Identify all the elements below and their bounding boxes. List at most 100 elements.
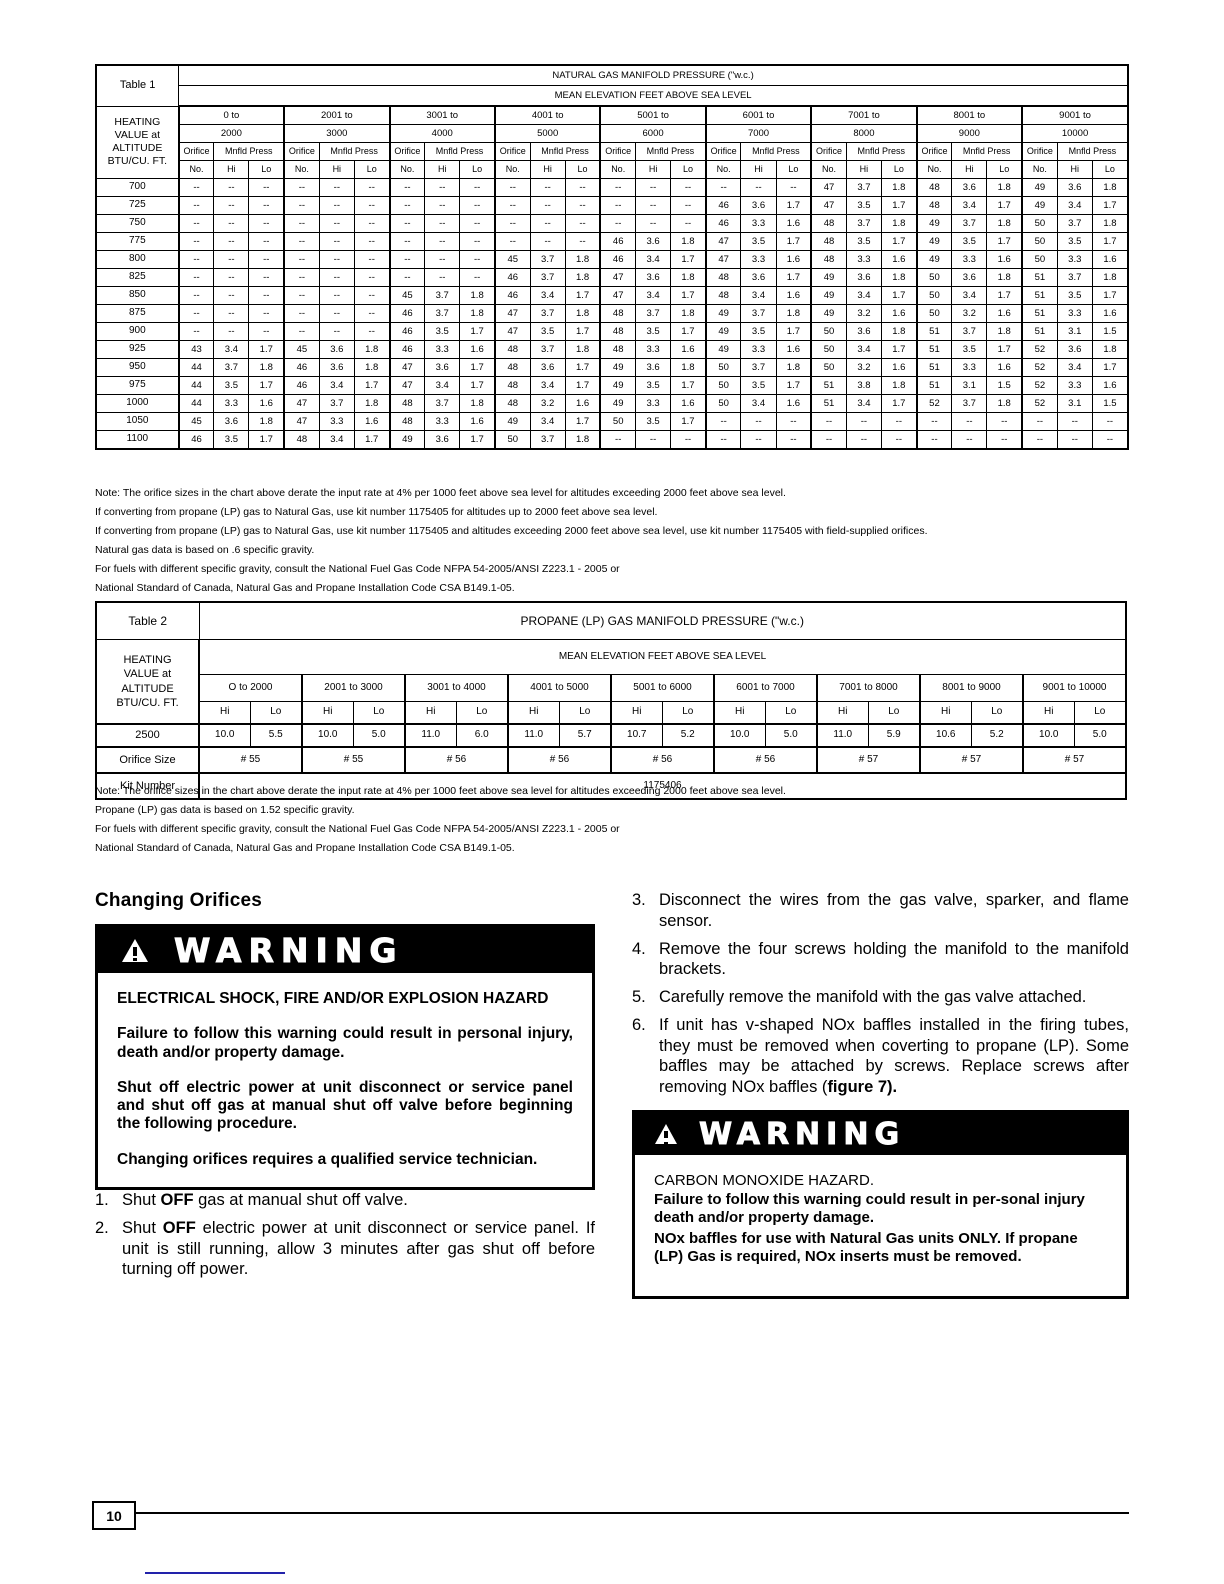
- cell-orifice-no: 47: [810, 196, 847, 215]
- orifice-header: Orifice: [1021, 142, 1058, 161]
- elevation-from: 2001 to: [283, 105, 391, 125]
- elevation-range: 8001 to 9000: [919, 674, 1024, 702]
- cell-lo: 1.8: [775, 358, 813, 377]
- cell-lo: 1.6: [775, 394, 813, 413]
- col-header-no: No.: [704, 160, 742, 179]
- cell-hi: --: [318, 250, 355, 269]
- elevation-to: 6000: [599, 124, 707, 143]
- elevation-from: 3001 to: [388, 105, 496, 125]
- cell-hi: --: [740, 430, 777, 450]
- cell-lo: 5.9: [867, 723, 921, 748]
- cell-hi: --: [213, 322, 250, 341]
- cell-orifice-no: 51: [915, 340, 953, 359]
- cell-orifice-no: 48: [283, 430, 320, 450]
- cell-orifice-no: 50: [1021, 214, 1058, 233]
- cell-orifice-no: --: [704, 412, 742, 431]
- elevation-to: 7000: [704, 124, 813, 143]
- cell-lo: 1.8: [353, 358, 391, 377]
- cell-lo: 1.6: [459, 412, 496, 431]
- cell-orifice-no: 51: [1021, 322, 1058, 341]
- col-header-no: No.: [283, 160, 320, 179]
- cell-lo: 1.6: [880, 304, 918, 323]
- cell-lo: --: [353, 250, 391, 269]
- col-header-hi: Hi: [919, 701, 972, 725]
- cell-lo: 1.6: [986, 250, 1024, 269]
- col-header-no: No.: [810, 160, 847, 179]
- elevation-to: 10000: [1021, 124, 1129, 143]
- cell-lo: 1.6: [775, 250, 813, 269]
- btu-value: 950: [95, 358, 180, 377]
- cell-orifice-no: 49: [599, 358, 637, 377]
- manifold-press-header: Mnfld Press: [1056, 142, 1129, 161]
- cell-hi: 10.6: [919, 723, 972, 748]
- elevation-to: 5000: [493, 124, 602, 143]
- cell-lo: 1.8: [459, 286, 496, 305]
- cell-hi: 3.6: [424, 430, 461, 450]
- warning-label-2: WARNING: [698, 1116, 906, 1152]
- cell-hi: 3.5: [1056, 286, 1093, 305]
- kit-number-label: Kit Number: [95, 772, 200, 800]
- cell-orifice-no: --: [177, 268, 215, 287]
- cell-lo: 1.8: [248, 358, 286, 377]
- cell-orifice-no: --: [283, 268, 320, 287]
- cell-orifice-no: 49: [704, 340, 742, 359]
- col-header-lo: Lo: [775, 160, 813, 179]
- col-header-hi: Hi: [951, 160, 988, 179]
- elevation-to: 4000: [388, 124, 496, 143]
- cell-hi: --: [213, 232, 250, 251]
- cell-lo: --: [1091, 430, 1129, 450]
- cell-lo: --: [986, 430, 1024, 450]
- cell-orifice-no: 50: [915, 286, 953, 305]
- cell-hi: --: [1056, 430, 1093, 450]
- cell-lo: --: [459, 178, 496, 197]
- cell-lo: 1.7: [986, 232, 1024, 251]
- cell-hi: 3.3: [424, 412, 461, 431]
- cell-orifice-no: 46: [599, 232, 637, 251]
- cell-orifice-no: --: [704, 178, 742, 197]
- cell-orifice-no: --: [177, 250, 215, 269]
- elevation-from: 0 to: [177, 105, 286, 125]
- table-row: 850 -- -- -- -- -- -- 45 3.7 1.8 46 3.4 1.7 47 3.4 1.7 4…: [95, 286, 1129, 305]
- cell-hi: 10.7: [610, 723, 663, 748]
- cell-orifice-no: 52: [1021, 358, 1058, 377]
- cell-orifice-no: 46: [388, 322, 426, 341]
- cell-lo: 1.8: [1091, 340, 1129, 359]
- cell-lo: --: [353, 286, 391, 305]
- cell-lo: 1.5: [1091, 394, 1129, 413]
- cell-hi: 3.3: [951, 250, 988, 269]
- cell-lo: --: [775, 412, 813, 431]
- cell-hi: 3.1: [1056, 394, 1093, 413]
- cell-hi: 3.7: [1056, 268, 1093, 287]
- cell-lo: 1.7: [880, 232, 918, 251]
- cell-hi: 3.3: [635, 340, 672, 359]
- col-header-lo: Lo: [880, 160, 918, 179]
- btu-value: 700: [95, 178, 180, 197]
- cell-lo: --: [353, 322, 391, 341]
- cell-hi: 3.5: [740, 376, 777, 395]
- col-header-lo: Lo: [970, 701, 1024, 725]
- elevation-from: 6001 to: [704, 105, 813, 125]
- cell-hi: --: [318, 196, 355, 215]
- cell-lo: 1.7: [775, 376, 813, 395]
- cell-hi: 3.5: [529, 322, 566, 341]
- manifold-press-header: Mnfld Press: [845, 142, 918, 161]
- cell-lo: --: [459, 232, 496, 251]
- cell-lo: 1.7: [353, 376, 391, 395]
- cell-orifice-no: 46: [388, 340, 426, 359]
- cell-hi: --: [635, 214, 672, 233]
- step-number: 1.: [95, 1190, 109, 1209]
- warning-header-bar-2: WARNING: [635, 1113, 1126, 1156]
- table-row: 775 -- -- -- -- -- -- -- -- -- -- -- -- 46 3.6 1.8 47 3.5…: [95, 232, 1129, 251]
- note-line: For fuels with different specific gravit…: [95, 823, 620, 835]
- cell-lo: --: [248, 286, 286, 305]
- cell-lo: 1.7: [1091, 232, 1129, 251]
- cell-orifice-no: --: [388, 214, 426, 233]
- cell-hi: --: [529, 178, 566, 197]
- cell-hi: 3.6: [1056, 178, 1093, 197]
- cell-orifice-no: 47: [599, 268, 637, 287]
- cell-orifice-no: 48: [388, 394, 426, 413]
- cell-orifice-no: 46: [599, 250, 637, 269]
- cell-orifice-no: 50: [810, 322, 847, 341]
- cell-hi: 3.7: [740, 304, 777, 323]
- cell-lo: 6.0: [455, 723, 509, 748]
